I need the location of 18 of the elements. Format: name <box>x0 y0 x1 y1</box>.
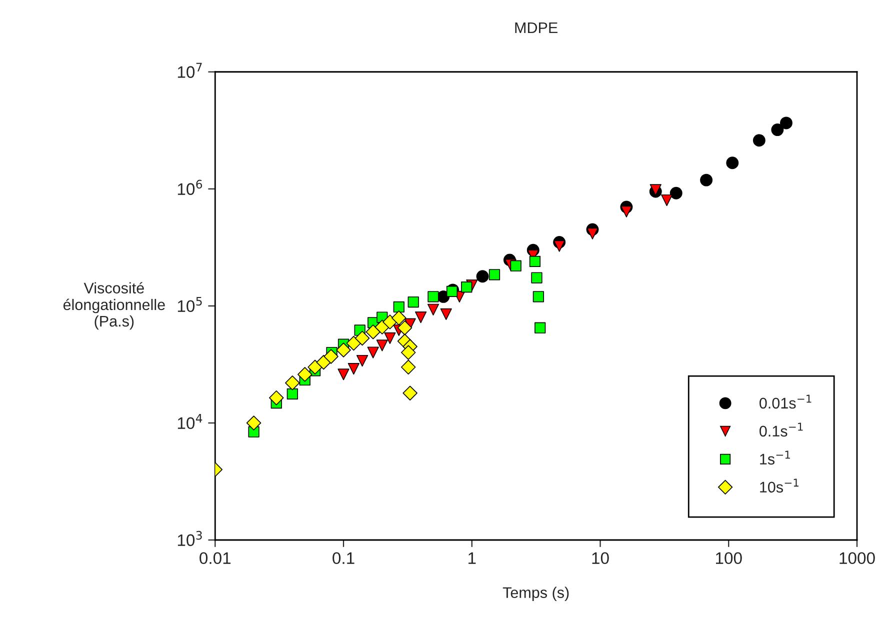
x-tick-label: 0.01 <box>200 552 231 564</box>
y-tick-label: 10$^{4}$ <box>178 414 202 430</box>
legend-label: 10s$^{−1}$ <box>760 478 798 493</box>
legend-label: 0.1s$^{−1}$ <box>760 422 803 437</box>
y-axis-title: Viscosité élongationnelle (Pa.s) <box>63 282 165 330</box>
x-tick-label: 0.1 <box>332 552 354 564</box>
legend-label: 1s$^{−1}$ <box>760 450 790 465</box>
y-tick-label: 10$^{6}$ <box>178 180 202 195</box>
chart-title: MDPE <box>515 22 558 33</box>
x-tick-label: 100 <box>716 552 742 564</box>
x-tick-label: 10 <box>592 552 609 564</box>
x-tick-label: 1000 <box>840 552 875 564</box>
y-tick-label: 10$^{7}$ <box>178 62 202 78</box>
x-tick-label: 1 <box>468 552 476 564</box>
legend-label: 0.01s$^{−1}$ <box>760 394 812 409</box>
x-axis-title: Temps (s) <box>502 586 569 602</box>
y-tick-label: 10$^{5}$ <box>178 296 202 312</box>
y-tick-label: 10$^{3}$ <box>178 530 202 546</box>
